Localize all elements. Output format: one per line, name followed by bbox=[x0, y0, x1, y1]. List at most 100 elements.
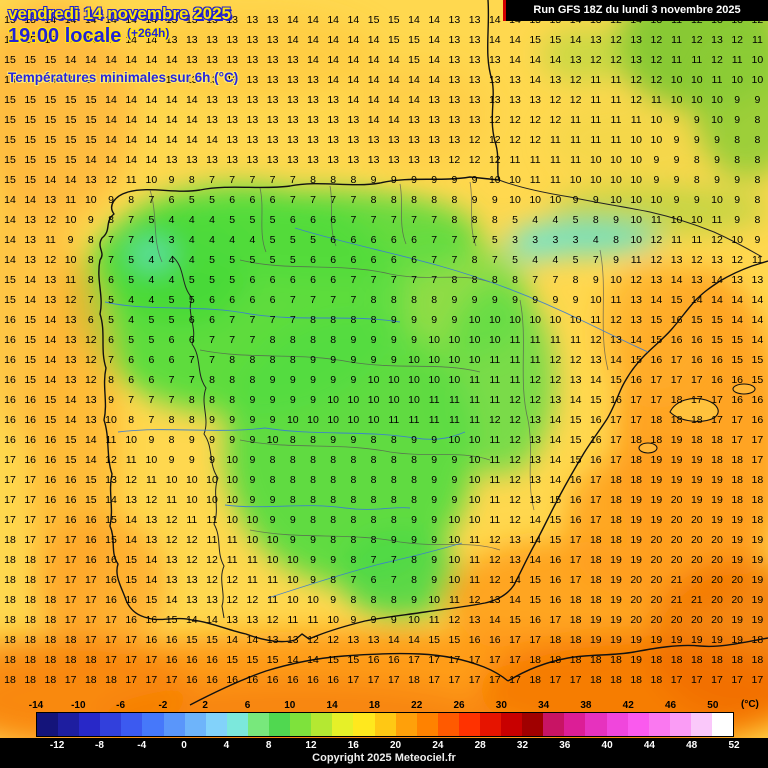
temp-value: 10 bbox=[569, 174, 582, 186]
temp-value: 8 bbox=[431, 194, 438, 206]
temp-value: 13 bbox=[589, 34, 602, 46]
temp-value: 12 bbox=[650, 74, 663, 86]
temp-value: 13 bbox=[387, 134, 400, 146]
temp-value: 16 bbox=[367, 654, 380, 666]
temp-value: 8 bbox=[269, 334, 276, 346]
temp-value: 7 bbox=[370, 554, 377, 566]
temp-value: 17 bbox=[24, 474, 37, 486]
temp-value: 17 bbox=[4, 514, 16, 526]
temp-value: 15 bbox=[428, 634, 441, 646]
temp-value: 12 bbox=[488, 574, 501, 586]
temp-value: 14 bbox=[529, 514, 542, 526]
temp-value: 12 bbox=[509, 134, 521, 146]
temp-value: 7 bbox=[249, 314, 256, 326]
temp-value: 17 bbox=[690, 374, 703, 386]
temp-value: 19 bbox=[610, 614, 622, 626]
temp-value: 13 bbox=[84, 414, 97, 426]
temp-value: 13 bbox=[206, 54, 218, 66]
temp-value: 7 bbox=[128, 214, 135, 226]
temp-value: 7 bbox=[451, 254, 458, 266]
temp-value: 6 bbox=[148, 354, 155, 366]
temp-value: 10 bbox=[509, 194, 521, 206]
temp-value: 13 bbox=[266, 74, 279, 86]
temp-value: 5 bbox=[269, 234, 276, 246]
temp-value: 19 bbox=[751, 614, 764, 626]
temp-value: 15 bbox=[24, 34, 37, 46]
temp-value: 15 bbox=[84, 474, 97, 486]
temp-value: 13 bbox=[64, 314, 77, 326]
temp-value: 10 bbox=[226, 494, 239, 506]
temp-value: 13 bbox=[246, 134, 259, 146]
temp-value: 9 bbox=[431, 174, 438, 186]
temp-value: 16 bbox=[24, 394, 37, 406]
temp-value: 11 bbox=[246, 554, 258, 566]
temp-value: 17 bbox=[650, 394, 663, 406]
temp-value: 8 bbox=[188, 414, 195, 426]
temp-value: 4 bbox=[249, 234, 256, 246]
temp-value: 6 bbox=[229, 194, 236, 206]
temp-value: 14 bbox=[690, 294, 703, 306]
temp-value: 14 bbox=[165, 114, 178, 126]
temp-value: 14 bbox=[145, 554, 158, 566]
temp-value: 15 bbox=[4, 274, 16, 286]
temp-value: 10 bbox=[286, 554, 299, 566]
temp-value: 8 bbox=[289, 474, 296, 486]
temp-value: 5 bbox=[289, 254, 296, 266]
temp-value: 10 bbox=[64, 254, 77, 266]
temp-value: 17 bbox=[731, 414, 744, 426]
temp-value: 8 bbox=[310, 494, 316, 506]
temp-value: 15 bbox=[690, 314, 703, 326]
temp-value: 9 bbox=[390, 334, 397, 346]
temp-value: 13 bbox=[206, 94, 218, 106]
temp-value: 12 bbox=[84, 354, 97, 366]
temp-value: 18 bbox=[569, 634, 582, 646]
colorbar-cell bbox=[184, 713, 206, 736]
temp-value: 8 bbox=[693, 154, 700, 166]
temp-value: 11 bbox=[388, 414, 400, 426]
temp-value: 19 bbox=[731, 614, 744, 626]
temp-value: 16 bbox=[751, 414, 764, 426]
temp-value: 9 bbox=[411, 314, 417, 326]
temp-value: 16 bbox=[246, 674, 259, 686]
temp-value: 17 bbox=[428, 654, 441, 666]
temp-value: 9 bbox=[734, 94, 741, 106]
temp-value: 15 bbox=[670, 294, 683, 306]
temp-value: 18 bbox=[731, 654, 744, 666]
temp-value: 18 bbox=[64, 654, 77, 666]
temp-value: 13 bbox=[347, 134, 360, 146]
temp-value: 19 bbox=[650, 514, 663, 526]
temp-value: 21 bbox=[670, 574, 683, 586]
temp-value: 14 bbox=[731, 314, 744, 326]
temp-value: 13 bbox=[266, 34, 279, 46]
temp-value: 5 bbox=[128, 254, 135, 266]
temp-value: 6 bbox=[209, 294, 215, 306]
temp-value: 14 bbox=[751, 314, 764, 326]
temp-value: 8 bbox=[269, 454, 276, 466]
temp-value: 6 bbox=[249, 294, 256, 306]
temp-value: 10 bbox=[589, 154, 602, 166]
temp-value: 18 bbox=[670, 654, 683, 666]
temp-value: 15 bbox=[44, 134, 57, 146]
temp-value: 4 bbox=[148, 234, 155, 246]
temp-value: 9 bbox=[108, 394, 114, 406]
temp-value: 19 bbox=[589, 614, 602, 626]
temp-value: 8 bbox=[128, 414, 135, 426]
temp-value: 8 bbox=[350, 174, 357, 186]
temp-value: 13 bbox=[246, 614, 259, 626]
temp-value: 10 bbox=[428, 354, 441, 366]
temp-value: 14 bbox=[408, 634, 420, 646]
temp-value: 12 bbox=[206, 554, 218, 566]
temp-value: 13 bbox=[246, 34, 259, 46]
temp-value: 14 bbox=[24, 194, 37, 206]
temp-value: 13 bbox=[145, 534, 158, 546]
temp-value: 8 bbox=[310, 174, 316, 186]
temp-value: 6 bbox=[128, 374, 135, 386]
temp-value: 11 bbox=[469, 554, 481, 566]
temp-value: 13 bbox=[226, 94, 239, 106]
temp-value: 10 bbox=[549, 314, 562, 326]
temp-value: 16 bbox=[44, 494, 57, 506]
temp-value: 12 bbox=[549, 114, 562, 126]
temp-value: 14 bbox=[125, 74, 138, 86]
temp-value: 18 bbox=[589, 674, 602, 686]
temp-value: 8 bbox=[128, 194, 135, 206]
